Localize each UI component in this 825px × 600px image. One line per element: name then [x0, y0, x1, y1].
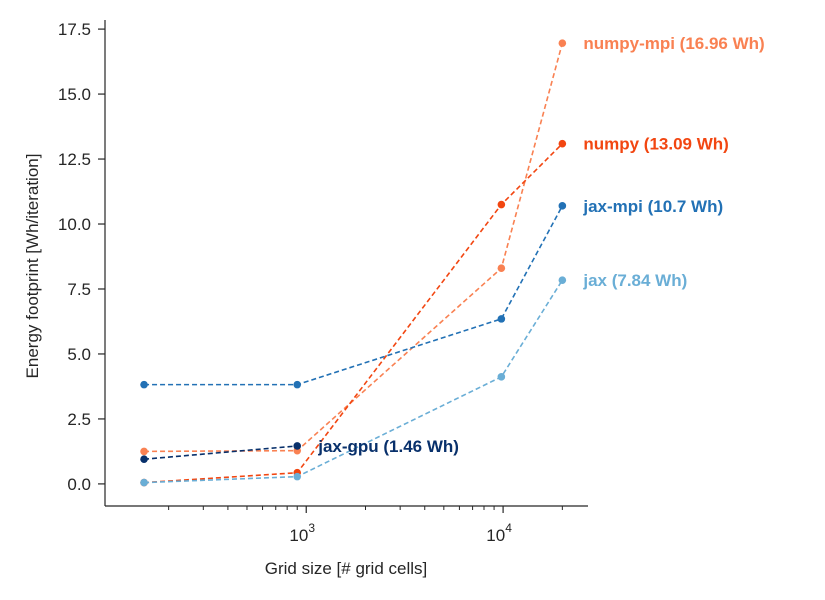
data-point-jax-mpi	[558, 202, 567, 210]
series-line-jax-mpi	[144, 205, 564, 386]
series-numpy-mpi	[140, 39, 567, 456]
y-tick-label: 12.5	[58, 150, 91, 169]
series-line-numpy-mpi	[144, 42, 564, 453]
axes: 103 104 0.0 2.5 5.0 7.5 10.0 12.5 15.0 17.5	[58, 20, 588, 545]
y-ticks: 0.0 2.5 5.0 7.5 10.0 12.5 15.0 17.5	[58, 20, 105, 494]
series-jax-gpu	[140, 442, 302, 464]
y-tick-label: 5.0	[67, 345, 91, 364]
data-point-numpy-mpi	[497, 264, 506, 272]
series-label-layer: numpy-mpi (16.96 Wh) numpy (13.09 Wh) jax-…	[317, 34, 764, 456]
series-label-jax-gpu: jax-gpu (1.46 Wh)	[317, 437, 459, 456]
series-label-numpy: numpy (13.09 Wh)	[583, 135, 728, 154]
data-point-jax	[293, 472, 302, 481]
series-numpy	[140, 139, 567, 487]
x-tick-label: 104	[486, 521, 512, 545]
data-point-jax	[140, 478, 148, 487]
y-tick-label: 17.5	[58, 20, 91, 39]
series-jax	[140, 276, 567, 487]
data-point-jax-gpu	[293, 442, 302, 450]
y-tick-label: 15.0	[58, 85, 91, 104]
series-line-numpy	[143, 143, 563, 484]
x-minor-ticks	[168, 506, 563, 510]
series-label-jax: jax (7.84 Wh)	[582, 271, 687, 290]
series-label-jax-mpi: jax-mpi (10.7 Wh)	[582, 197, 723, 216]
data-point-jax-gpu	[140, 455, 148, 464]
series-label-numpy-mpi: numpy-mpi (16.96 Wh)	[583, 34, 764, 53]
series-line-jax-gpu	[143, 445, 298, 461]
x-tick-label: 103	[289, 521, 315, 545]
data-point-numpy	[497, 200, 506, 209]
y-axis-label: Energy footprint [Wh/iteration]	[23, 154, 42, 379]
data-point-jax-mpi	[497, 315, 506, 323]
y-tick-label: 10.0	[58, 215, 91, 234]
series-jax-mpi	[140, 202, 567, 389]
x-major-ticks: 103 104	[289, 506, 512, 545]
data-point-numpy-mpi	[558, 39, 567, 47]
data-point-numpy	[558, 139, 567, 148]
y-tick-label: 7.5	[67, 280, 91, 299]
data-point-numpy-mpi	[140, 447, 148, 456]
series-line-jax	[144, 279, 564, 484]
data-point-jax	[497, 373, 506, 381]
data-point-jax-mpi	[293, 380, 302, 389]
data-point-jax	[558, 276, 567, 284]
series-layer	[140, 39, 567, 487]
y-tick-label: 0.0	[67, 475, 91, 494]
x-axis-label: Grid size [# grid cells]	[265, 559, 428, 578]
y-tick-label: 2.5	[67, 410, 91, 429]
data-point-jax-mpi	[140, 380, 148, 389]
